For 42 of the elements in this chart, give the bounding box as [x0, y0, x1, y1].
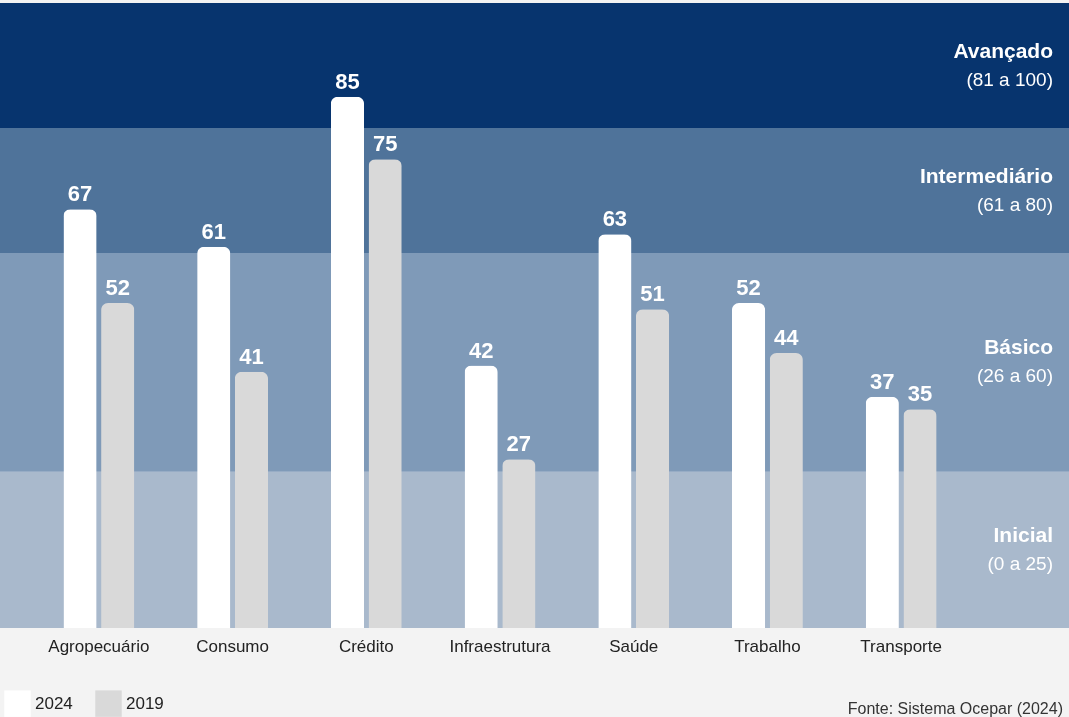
x-tick-label: Consumo [196, 636, 269, 656]
legend-label: 2024 [35, 693, 73, 713]
data-label: 51 [640, 281, 665, 307]
x-tick-label: Agropecuário [48, 636, 150, 656]
legend-label: 2019 [126, 693, 164, 713]
x-tick-label: Crédito [338, 636, 394, 656]
data-label: 27 [506, 431, 532, 457]
data-label: 63 [602, 206, 628, 232]
bar [464, 365, 498, 628]
bar [502, 459, 536, 628]
x-tick-label: Trabalho [734, 636, 801, 656]
bar [197, 246, 231, 628]
data-label: 35 [907, 381, 933, 407]
data-label: 41 [239, 343, 264, 369]
bar [731, 303, 766, 628]
data-label: 61 [201, 218, 226, 244]
text: Avançado (81 a 100) [953, 38, 1053, 90]
bar [865, 396, 899, 628]
data-label: 52 [736, 275, 761, 300]
data-label: 52 [105, 275, 130, 300]
x-tick-label: Saúde [609, 636, 659, 656]
data-label: 75 [372, 131, 398, 157]
x-tick-label: Infraestrutura [449, 636, 552, 656]
bar [769, 353, 803, 628]
x-tick-label: Transporte [860, 636, 942, 656]
bar [234, 371, 269, 628]
data-label: 85 [335, 68, 360, 94]
bar [635, 309, 670, 628]
bar [598, 234, 632, 628]
bar [903, 409, 937, 628]
text: Inicial (0 a 25) [987, 522, 1053, 574]
bar [63, 209, 97, 628]
bar [368, 159, 402, 628]
text: Intermediário (61 a 80) [919, 163, 1053, 215]
bar [330, 96, 365, 628]
source-note: Fonte: Sistema Ocepar (2024) [847, 700, 1063, 717]
data-label: 67 [67, 181, 93, 207]
data-label: 42 [468, 337, 494, 363]
text: Básico (26 a 60) [976, 335, 1053, 387]
data-label: 37 [870, 368, 895, 394]
data-label: 44 [774, 325, 800, 350]
bar [101, 303, 135, 628]
